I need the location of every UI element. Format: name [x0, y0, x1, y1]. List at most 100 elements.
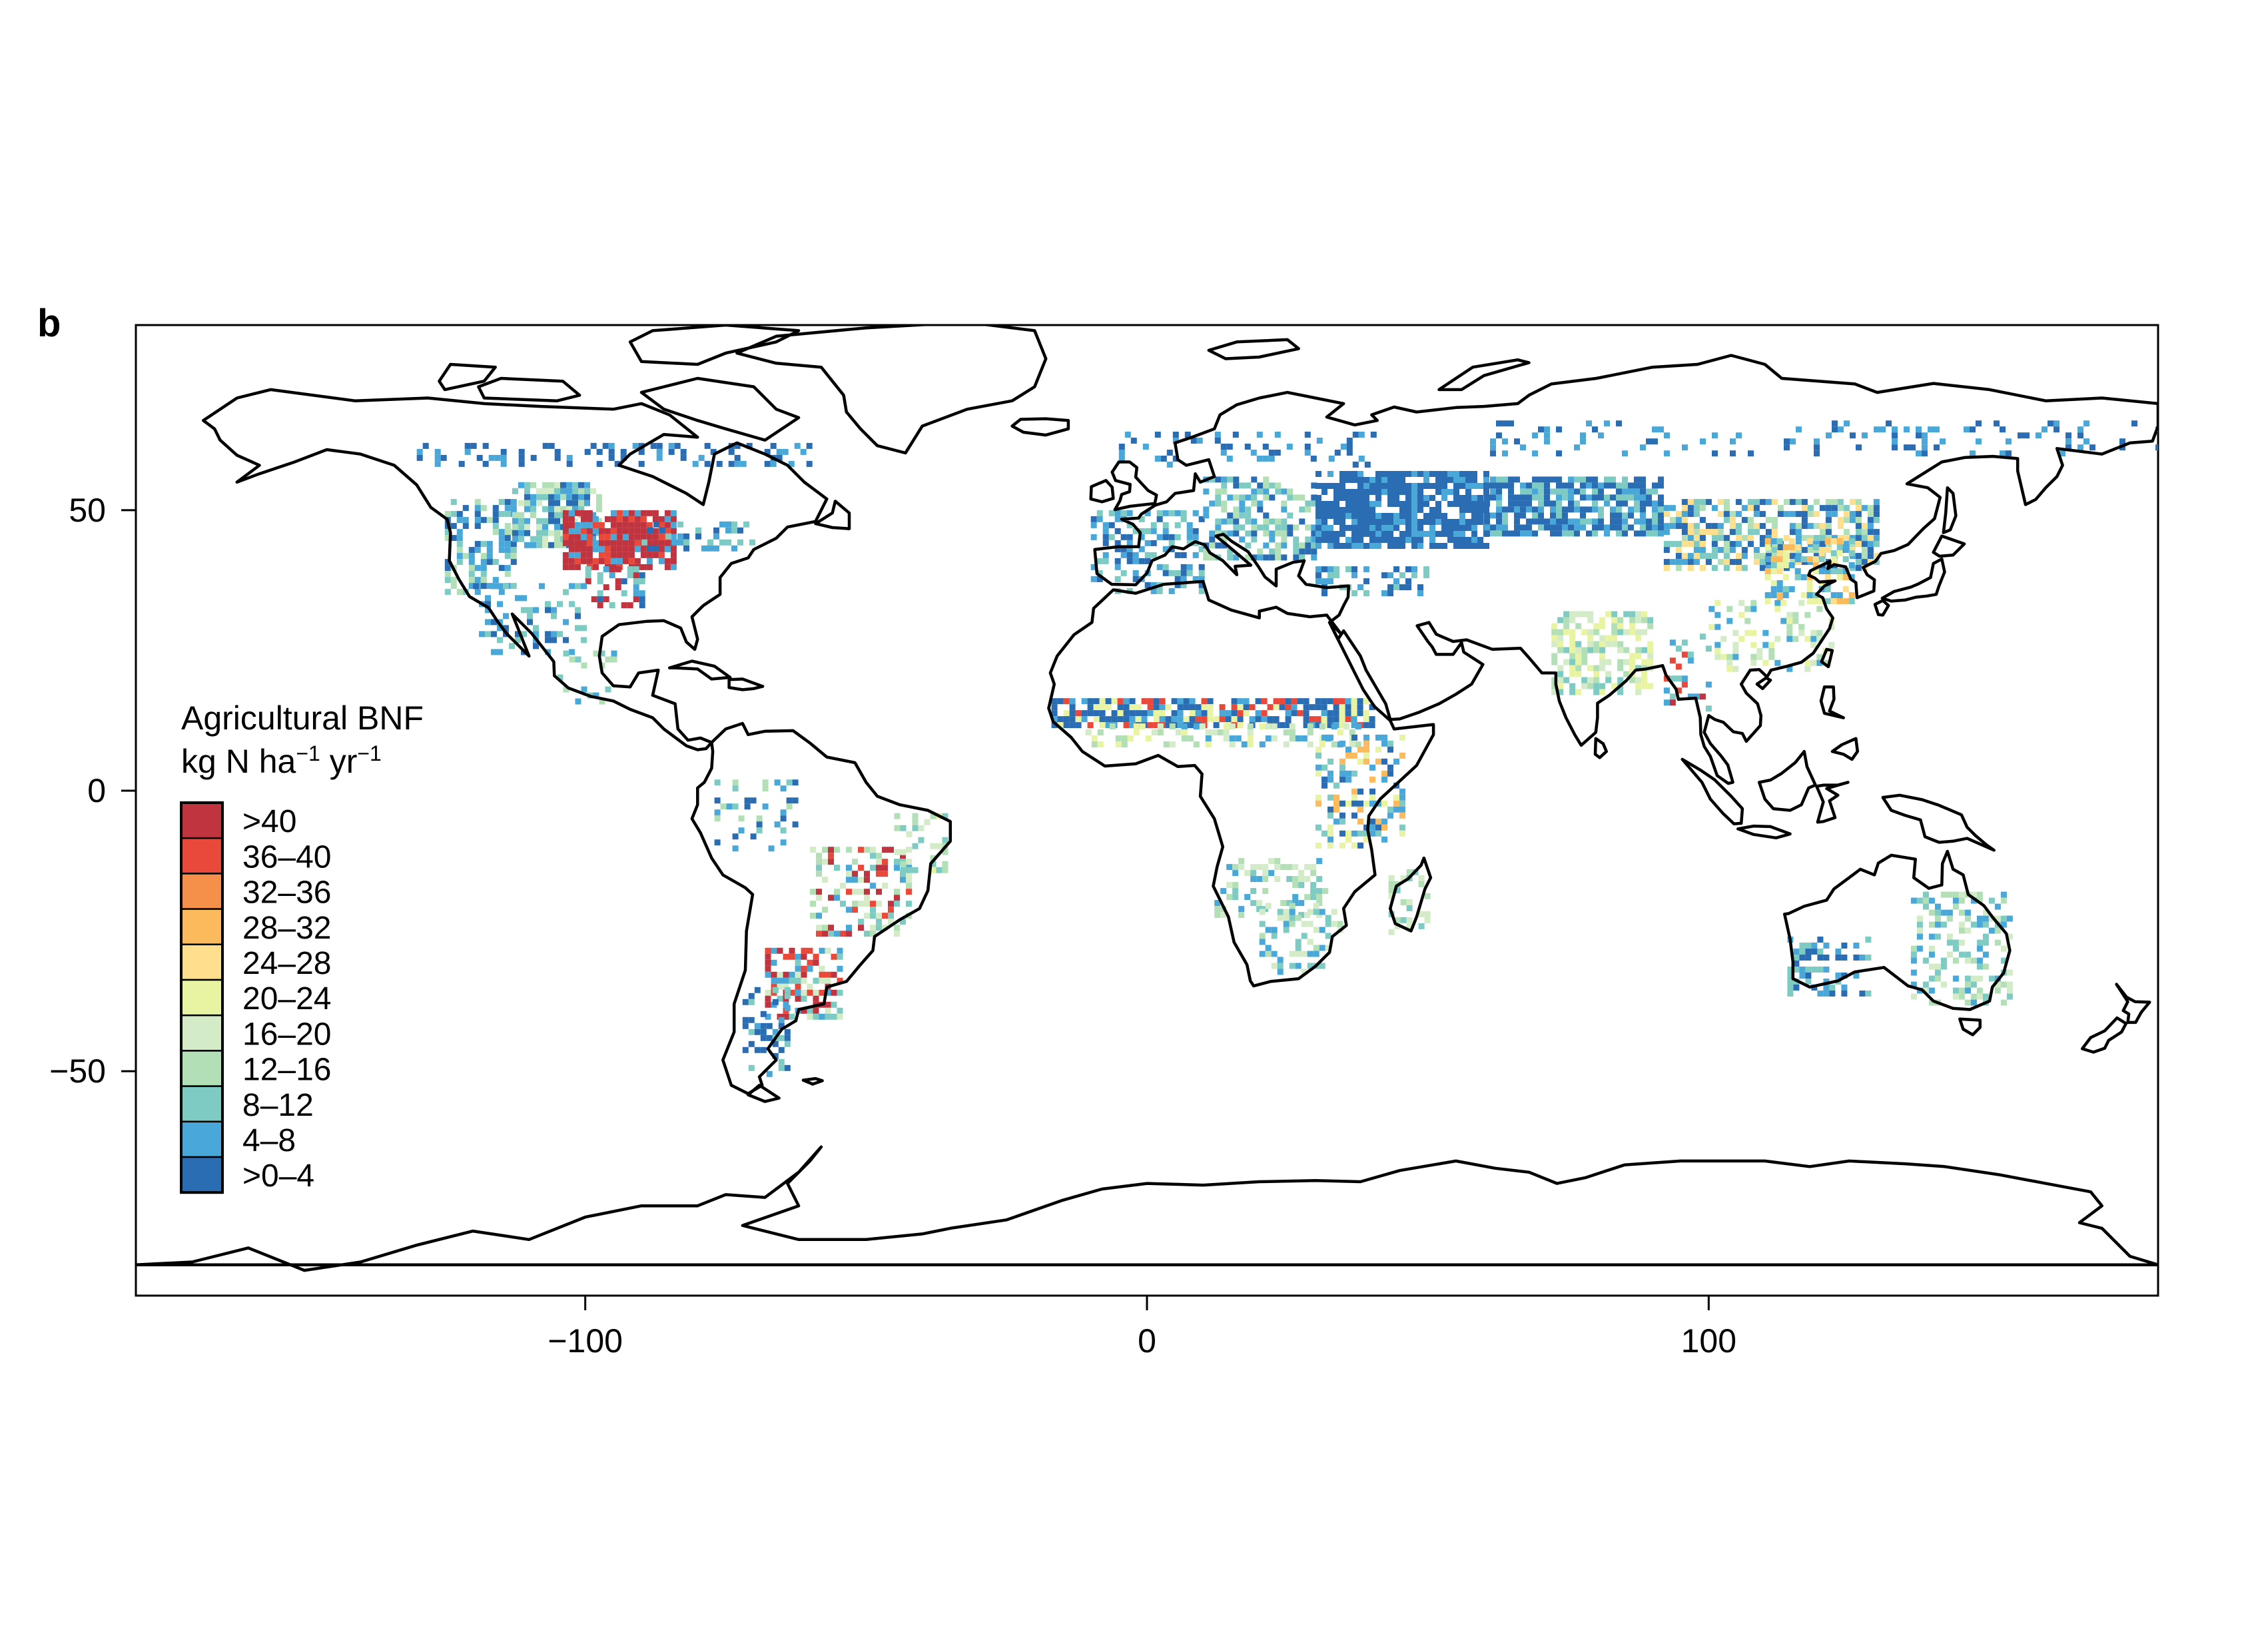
- bnf-cell: [1180, 570, 1187, 576]
- bnf-cell: [1798, 629, 1805, 636]
- bnf-cell: [1859, 955, 1866, 961]
- bnf-cell: [819, 1013, 825, 1020]
- bnf-cell: [621, 590, 627, 597]
- bnf-cell: [497, 619, 503, 625]
- bnf-cell: [1399, 537, 1405, 543]
- bnf-cell: [604, 552, 611, 558]
- bnf-cell: [1693, 541, 1700, 548]
- bnf-cell: [640, 534, 647, 540]
- bnf-cell: [1399, 483, 1405, 489]
- bnf-cell: [1265, 945, 1272, 951]
- bnf-cell: [1812, 544, 1819, 550]
- bnf-cell: [1575, 641, 1582, 647]
- bnf-cell: [474, 517, 481, 524]
- bnf-cell: [536, 500, 542, 506]
- bnf-cell: [1132, 570, 1139, 576]
- bnf-cell: [1333, 531, 1339, 537]
- bnf-cell: [621, 578, 627, 585]
- bnf-cell: [1705, 681, 1712, 688]
- bnf-cell: [1126, 546, 1133, 552]
- bnf-cell: [1616, 524, 1622, 531]
- bnf-cell: [1141, 698, 1148, 705]
- bnf-cell: [1051, 716, 1058, 723]
- panel-label: b: [37, 302, 61, 345]
- bnf-cell: [1508, 482, 1514, 489]
- bnf-cell: [1339, 710, 1345, 717]
- bnf-cell: [1115, 741, 1122, 747]
- bnf-cell: [1711, 541, 1718, 548]
- bnf-cell: [1351, 501, 1357, 507]
- bnf-cell: [1550, 488, 1556, 495]
- bnf-cell: [628, 540, 635, 546]
- bnf-cell: [1629, 665, 1636, 671]
- bnf-cell: [677, 533, 683, 540]
- bnf-cell: [1741, 553, 1748, 560]
- bnf-cell: [1593, 689, 1600, 695]
- bnf-cell: [1144, 558, 1151, 564]
- bnf-cell: [1764, 556, 1771, 562]
- bnf-cell: [1247, 741, 1254, 747]
- bnf-cell: [1550, 476, 1556, 483]
- bnf-cell: [1325, 921, 1331, 927]
- bnf-cell: [1599, 665, 1606, 671]
- bnf-cell: [1363, 495, 1369, 501]
- bnf-cell: [1321, 483, 1327, 489]
- bnf-cell: [846, 847, 852, 853]
- bnf-cell: [1305, 524, 1311, 531]
- bnf-cell: [1952, 897, 1959, 904]
- bnf-cell: [510, 505, 517, 512]
- bnf-cell: [1273, 704, 1280, 711]
- bnf-cell: [1345, 698, 1351, 705]
- bnf-cell: [1838, 426, 1844, 433]
- bnf-cell: [1837, 523, 1844, 530]
- bnf-cell: [834, 889, 840, 895]
- bnf-cell: [1599, 689, 1606, 695]
- bnf-cell: [1663, 687, 1670, 694]
- bnf-cell: [1245, 530, 1252, 537]
- bnf-cell: [1786, 612, 1793, 618]
- bnf-cell: [1120, 552, 1127, 558]
- bnf-cell: [1250, 888, 1257, 895]
- bnf-cell: [497, 637, 503, 643]
- bnf-cell: [1850, 432, 1856, 439]
- bnf-cell: [1658, 500, 1664, 507]
- bnf-cell: [1363, 752, 1369, 759]
- bnf-cell: [1593, 677, 1600, 683]
- bnf-cell: [1580, 512, 1586, 519]
- bnf-cell: [444, 535, 451, 542]
- bnf-cell: [1629, 677, 1636, 683]
- bnf-cell: [1635, 683, 1642, 689]
- bnf-cell: [1399, 788, 1405, 795]
- bnf-cell: [1363, 489, 1369, 495]
- bnf-cell: [1303, 704, 1309, 711]
- bnf-cell: [1687, 505, 1694, 512]
- bnf-cell: [1669, 675, 1676, 682]
- bnf-cell: [652, 552, 659, 558]
- bnf-cell: [1281, 536, 1288, 543]
- bnf-cell: [1435, 531, 1441, 537]
- bnf-cell: [1557, 641, 1564, 647]
- bnf-cell: [1616, 506, 1622, 513]
- bnf-cell: [825, 1001, 831, 1008]
- bnf-cell: [1855, 529, 1862, 536]
- bnf-cell: [1189, 698, 1196, 705]
- bnf-cell: [1257, 506, 1264, 513]
- bnf-cell: [634, 534, 641, 540]
- bnf-cell: [1783, 535, 1790, 542]
- bnf-cell: [498, 565, 505, 572]
- bnf-cell: [610, 540, 617, 546]
- bnf-cell: [1180, 516, 1187, 522]
- bnf-cell: [581, 625, 587, 631]
- bnf-cell: [1214, 906, 1221, 913]
- coastline-antarctica: [136, 1145, 2158, 1272]
- coastline-cuba: [667, 659, 732, 681]
- bnf-cell: [586, 552, 593, 558]
- bnf-cell: [1269, 518, 1276, 525]
- x-axis: −100 0 100: [548, 1296, 1736, 1360]
- bnf-cell: [742, 1017, 749, 1023]
- bnf-cell: [1357, 471, 1363, 477]
- bnf-cell: [1387, 495, 1393, 501]
- bnf-cell: [1663, 523, 1670, 530]
- bnf-cell: [1105, 704, 1112, 711]
- bnf-cell: [876, 901, 882, 907]
